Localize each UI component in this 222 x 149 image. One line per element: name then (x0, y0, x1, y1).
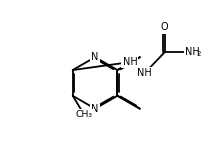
Text: NH: NH (137, 68, 152, 78)
Text: CH₃: CH₃ (76, 110, 93, 119)
Text: O: O (161, 22, 168, 32)
Text: N: N (91, 104, 99, 114)
Text: N: N (91, 52, 99, 62)
Text: 2: 2 (196, 51, 201, 57)
Text: NH: NH (185, 47, 200, 57)
Text: NH: NH (123, 57, 137, 67)
